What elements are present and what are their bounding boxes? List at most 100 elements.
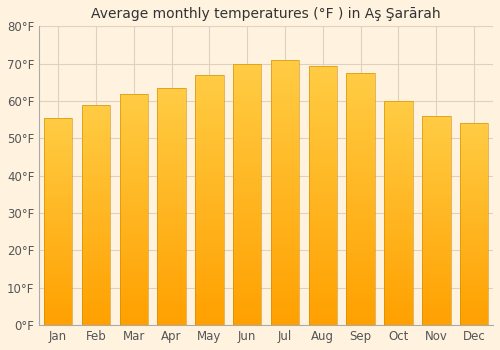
Bar (384, 143, 412, 146)
Bar (44, 118, 72, 120)
Bar (82, 229, 110, 231)
Bar (120, 279, 148, 282)
Bar (120, 125, 148, 128)
Bar (158, 114, 186, 118)
Bar (422, 315, 450, 317)
Bar (422, 213, 450, 215)
Bar (271, 120, 299, 123)
Bar (120, 201, 148, 204)
Bar (195, 97, 224, 100)
Bar (271, 216, 299, 219)
Bar (422, 194, 450, 197)
Bar (384, 247, 412, 250)
Bar (82, 295, 110, 298)
Bar (308, 221, 337, 225)
Bar (44, 152, 72, 154)
Bar (158, 236, 186, 239)
Bar (195, 288, 224, 291)
Bar (120, 215, 148, 218)
Bar (271, 149, 299, 153)
Bar (460, 139, 488, 141)
Bar (346, 205, 375, 209)
Bar (195, 134, 224, 138)
Bar (120, 320, 148, 322)
Bar (384, 191, 412, 194)
Bar (271, 83, 299, 86)
Bar (271, 196, 299, 199)
Bar (233, 250, 262, 253)
Bar (195, 206, 224, 209)
Bar (233, 191, 262, 194)
Bar (384, 210, 412, 213)
Bar (422, 158, 450, 160)
Bar (308, 179, 337, 182)
Bar (460, 260, 488, 262)
Bar (308, 173, 337, 176)
Bar (120, 256, 148, 259)
Bar (308, 215, 337, 218)
Bar (158, 260, 186, 263)
Bar (44, 211, 72, 214)
Bar (460, 189, 488, 191)
Bar (44, 198, 72, 201)
Bar (82, 105, 110, 325)
Bar (308, 189, 337, 192)
Bar (460, 219, 488, 222)
Bar (120, 305, 148, 308)
Bar (460, 262, 488, 265)
Bar (308, 195, 337, 198)
Bar (195, 194, 224, 197)
Bar (158, 316, 186, 319)
Bar (120, 166, 148, 169)
Bar (460, 252, 488, 254)
Bar (346, 193, 375, 196)
Bar (44, 159, 72, 162)
Bar (308, 202, 337, 205)
Bar (308, 69, 337, 72)
Bar (195, 313, 224, 316)
Bar (233, 309, 262, 312)
Bar (233, 286, 262, 289)
Bar (460, 257, 488, 260)
Bar (120, 221, 148, 224)
Bar (422, 223, 450, 226)
Bar (384, 188, 412, 191)
Bar (195, 94, 224, 97)
Bar (44, 157, 72, 159)
Bar (120, 247, 148, 250)
Bar (346, 313, 375, 316)
Bar (158, 153, 186, 156)
Bar (82, 132, 110, 135)
Bar (82, 243, 110, 245)
Bar (460, 128, 488, 131)
Bar (195, 219, 224, 222)
Bar (158, 204, 186, 206)
Bar (158, 180, 186, 183)
Bar (233, 289, 262, 293)
Bar (158, 212, 186, 216)
Bar (44, 180, 72, 183)
Bar (195, 244, 224, 247)
Bar (460, 224, 488, 227)
Bar (384, 107, 412, 110)
Bar (384, 264, 412, 266)
Bar (233, 135, 262, 139)
Bar (346, 262, 375, 265)
Bar (82, 240, 110, 243)
Bar (460, 323, 488, 325)
Bar (271, 203, 299, 206)
Bar (158, 216, 186, 218)
Bar (158, 287, 186, 289)
Bar (158, 126, 186, 130)
Bar (460, 254, 488, 257)
Bar (384, 101, 412, 325)
Bar (308, 264, 337, 267)
Bar (120, 218, 148, 221)
Bar (422, 126, 450, 129)
Bar (460, 179, 488, 181)
Bar (384, 101, 412, 104)
Bar (308, 315, 337, 319)
Bar (44, 201, 72, 203)
Bar (346, 231, 375, 234)
Bar (195, 100, 224, 103)
